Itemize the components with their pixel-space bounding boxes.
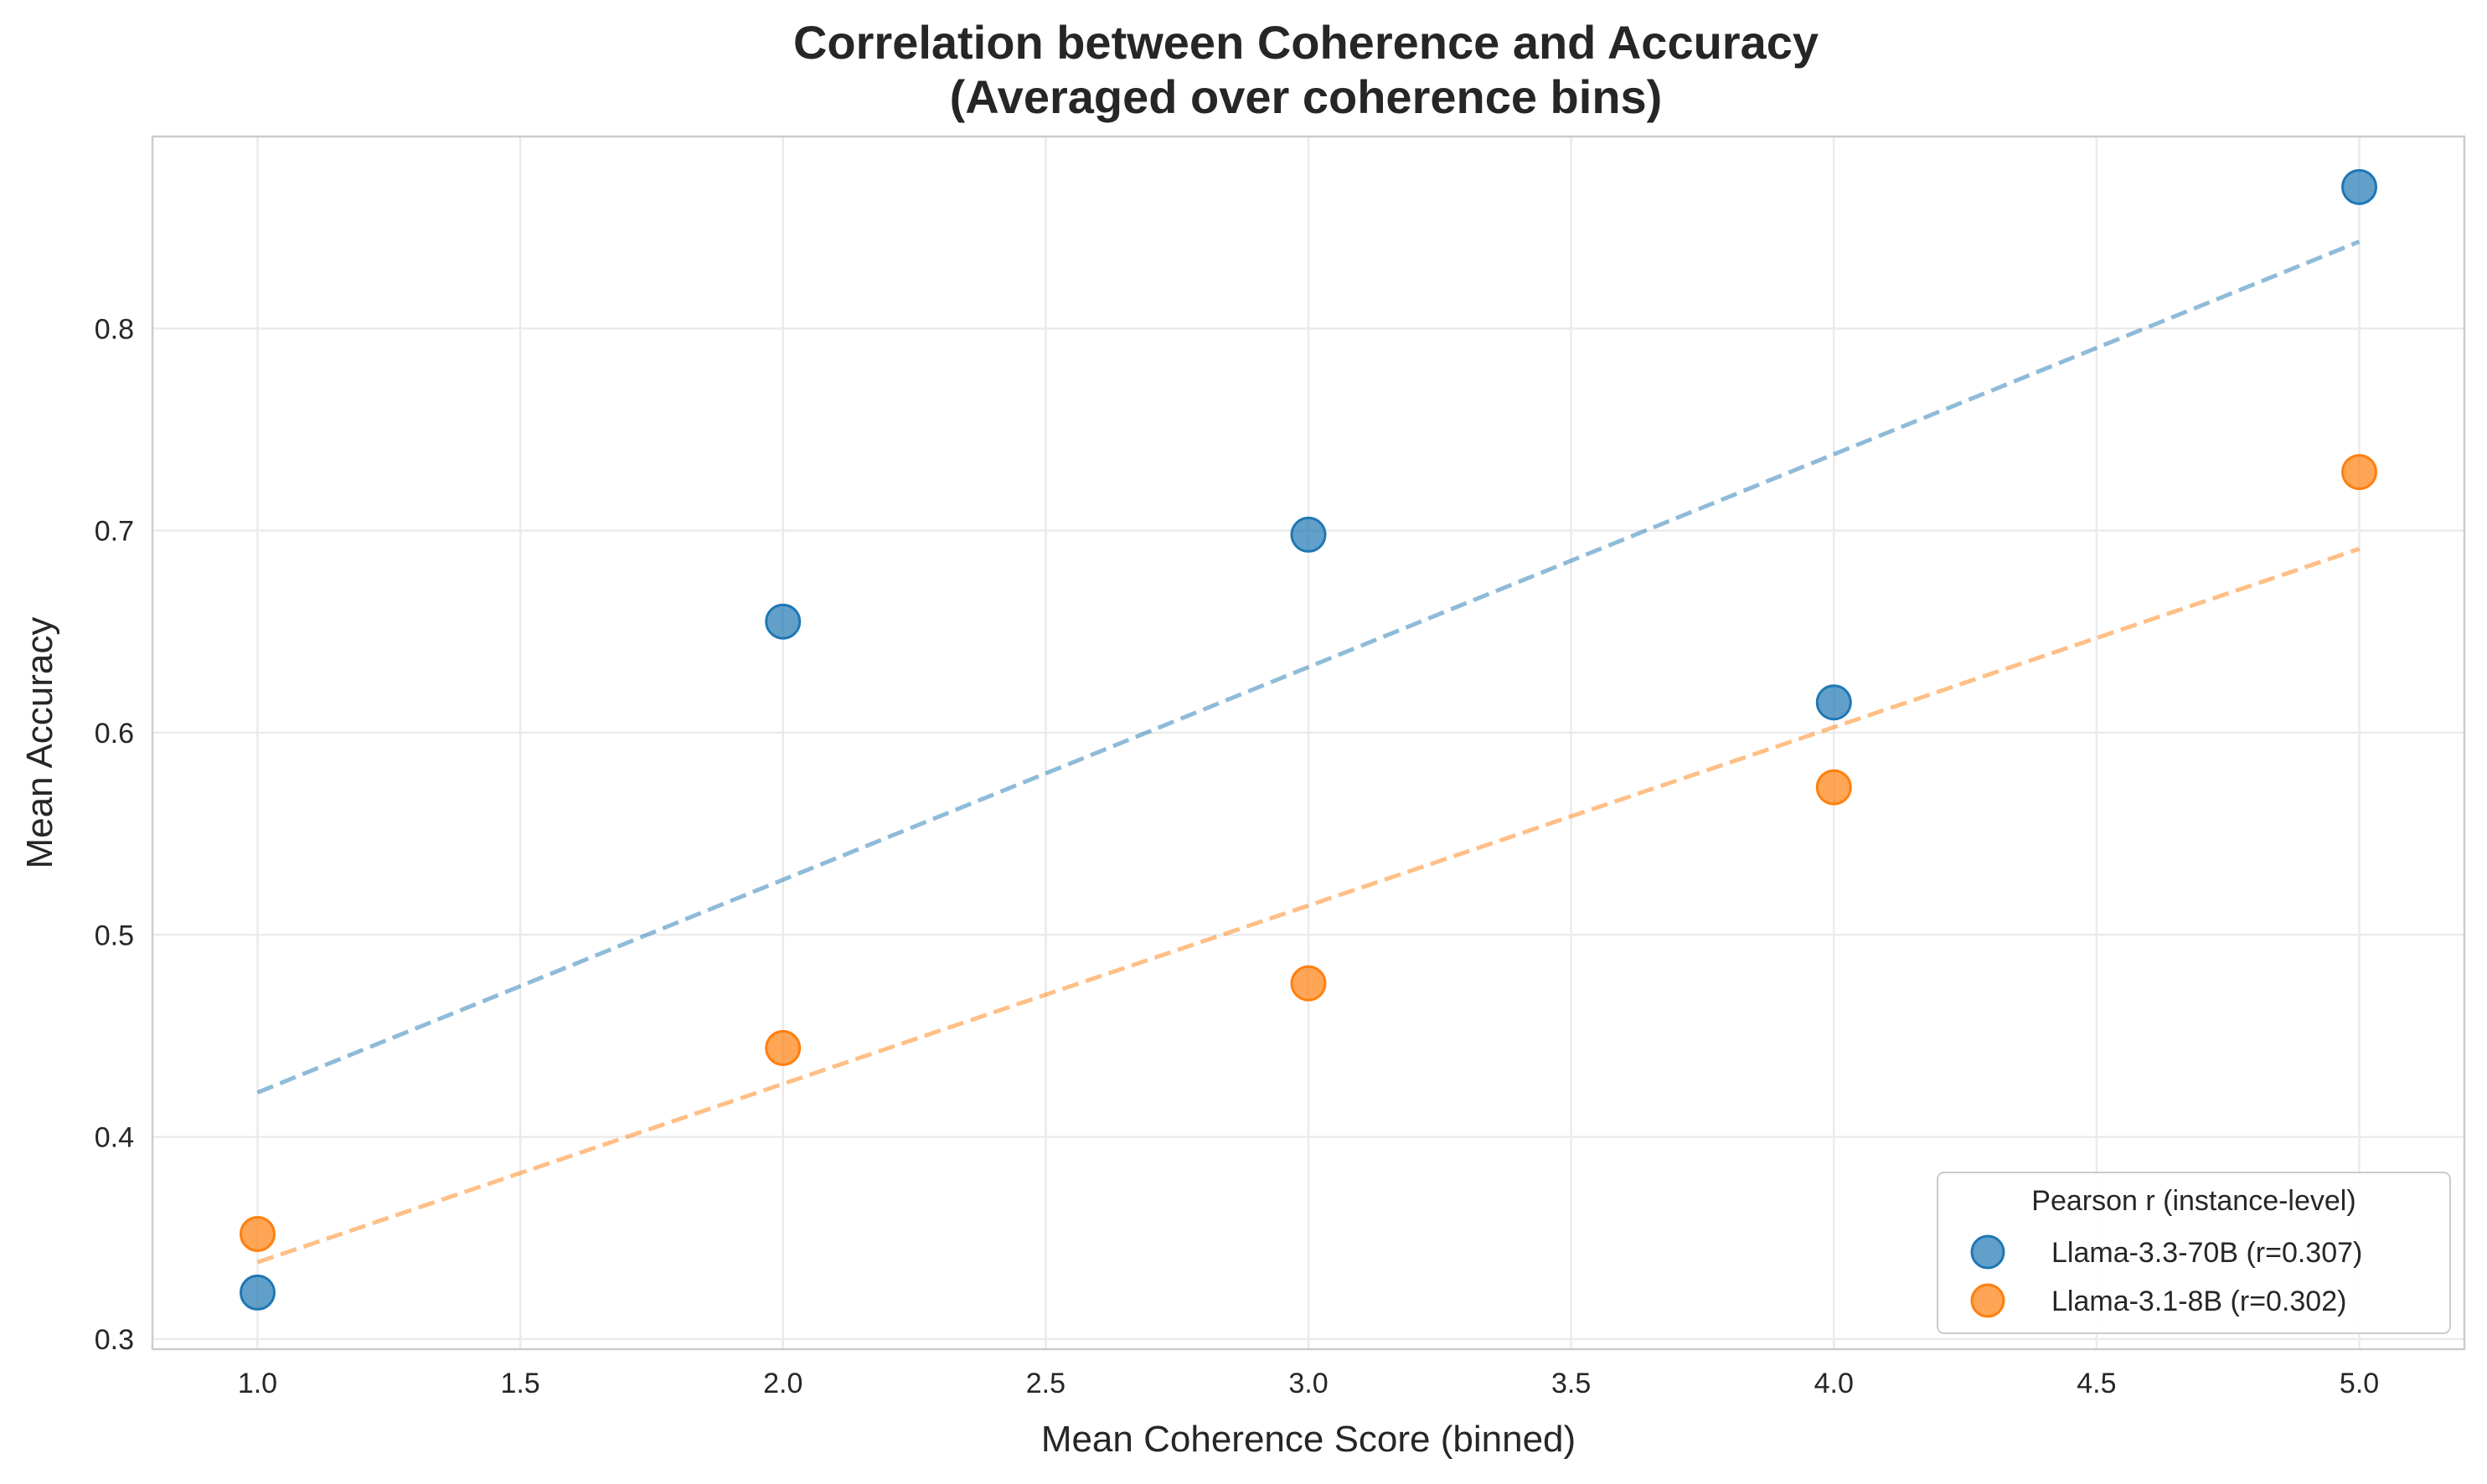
point-series-0-1	[765, 603, 802, 640]
x-axis-ticks: 1.0 1.5 2.0 2.5 3.0 3.5 4.0 4.5 5.0	[238, 1368, 2379, 1399]
trend-line-series-0	[256, 240, 2361, 1095]
point-series-0-4	[2341, 168, 2378, 205]
chart-title: Correlation between Coherence and Accura…	[793, 16, 1819, 69]
x-tick-label: 2.5	[1026, 1368, 1065, 1399]
point-series-1-0	[239, 1215, 276, 1252]
x-tick-label: 2.0	[763, 1368, 802, 1399]
legend-box	[1937, 1172, 2451, 1334]
point-series-1-1	[765, 1029, 802, 1066]
y-axis-label: Mean Accuracy	[19, 617, 60, 869]
y-axis-ticks: 0.3 0.4 0.5 0.6 0.7 0.8	[95, 313, 134, 1356]
trend-lines	[256, 240, 2361, 1265]
legend-marker-llama-8b	[1970, 1283, 2005, 1318]
x-tick-label: 3.5	[1551, 1368, 1591, 1399]
x-tick-label: 1.5	[500, 1368, 539, 1399]
x-tick-label: 3.0	[1288, 1368, 1328, 1399]
legend-title: Pearson r (instance-level)	[2031, 1185, 2355, 1217]
y-tick-label: 0.5	[95, 920, 134, 951]
y-tick-label: 0.7	[95, 516, 134, 548]
chart-subtitle: (Averaged over coherence bins)	[950, 70, 1663, 123]
x-tick-label: 5.0	[2340, 1368, 2379, 1399]
point-series-1-2	[1290, 965, 1327, 1002]
point-series-0-3	[1815, 684, 1852, 721]
point-series-0-2	[1290, 516, 1327, 553]
y-tick-label: 0.3	[95, 1324, 134, 1356]
y-tick-label: 0.6	[95, 718, 134, 750]
y-tick-label: 0.4	[95, 1122, 134, 1154]
legend-label-llama-8b: Llama-3.1-8B (r=0.302)	[2051, 1286, 2346, 1317]
x-tick-label: 1.0	[238, 1368, 277, 1399]
plot-frame	[151, 135, 2466, 1351]
trend-line-series-1	[256, 546, 2361, 1265]
legend-label-llama-70b: Llama-3.3-70B (r=0.307)	[2051, 1237, 2362, 1269]
point-series-1-4	[2341, 454, 2378, 491]
y-tick-label: 0.8	[95, 313, 134, 345]
x-tick-label: 4.5	[2077, 1368, 2116, 1399]
data-points	[239, 168, 2378, 1311]
point-series-1-3	[1815, 769, 1852, 806]
legend-marker-llama-70b	[1970, 1234, 2005, 1270]
point-series-0-0	[239, 1274, 276, 1311]
x-tick-label: 4.0	[1814, 1368, 1854, 1399]
x-axis-label: Mean Coherence Score (binned)	[1041, 1419, 1576, 1460]
legend: Pearson r (instance-level) Llama-3.3-70B…	[1937, 1172, 2451, 1334]
